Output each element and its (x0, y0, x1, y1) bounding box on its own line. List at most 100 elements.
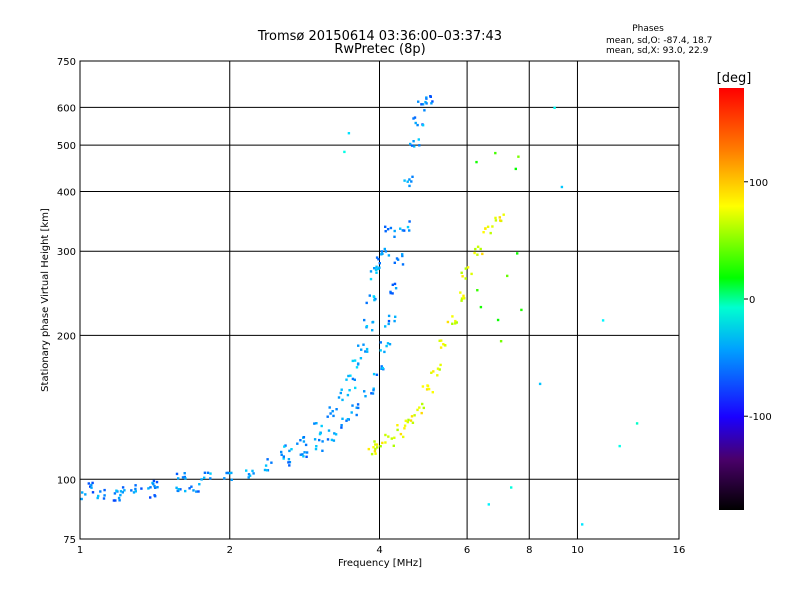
data-point (209, 472, 212, 475)
data-point (114, 499, 117, 502)
data-point (410, 415, 414, 418)
data-point (339, 391, 342, 395)
y-tick-label: 750 (57, 57, 76, 68)
y-tick-label: 100 (57, 475, 76, 486)
data-point (375, 373, 379, 376)
data-point (413, 145, 416, 148)
data-point (473, 251, 476, 255)
data-point (283, 445, 286, 448)
data-point (421, 385, 425, 388)
data-point (406, 180, 409, 183)
data-point (313, 438, 317, 441)
data-point (378, 266, 381, 269)
data-point (401, 229, 404, 232)
data-point (470, 272, 473, 276)
data-point (486, 225, 490, 228)
data-point (373, 450, 377, 453)
data-point (340, 426, 343, 429)
data-point (418, 406, 421, 409)
data-point (225, 471, 228, 475)
data-point (154, 486, 157, 489)
data-point (538, 382, 542, 386)
data-point (387, 322, 390, 326)
data-point (408, 178, 411, 181)
data-point (384, 250, 388, 253)
data-point (264, 464, 268, 467)
chart-title: Tromsø 20150614 03:36:00–03:37:43 (257, 29, 502, 44)
y-tick-label: 75 (63, 535, 76, 546)
data-point (319, 431, 322, 434)
data-point (351, 359, 354, 363)
data-point (154, 495, 157, 498)
data-point (290, 448, 293, 451)
data-point (203, 476, 206, 479)
data-point (81, 491, 84, 494)
data-point (302, 455, 305, 458)
data-point (436, 367, 440, 370)
colorbar-tick-label: -100 (749, 412, 772, 423)
data-point (132, 491, 136, 494)
data-point (192, 489, 195, 492)
data-point (355, 413, 358, 417)
data-point (384, 325, 387, 328)
data-point (451, 315, 454, 318)
x-tick-label: 16 (673, 545, 686, 556)
data-point (402, 435, 405, 439)
data-point (175, 486, 178, 489)
data-points (80, 95, 639, 526)
data-point (334, 433, 338, 436)
data-point (427, 387, 431, 391)
y-tick-label: 200 (57, 331, 76, 342)
data-point (341, 398, 344, 402)
data-point (581, 523, 584, 526)
data-point (251, 469, 254, 473)
data-point (399, 432, 403, 436)
data-point (425, 388, 429, 391)
data-point (481, 252, 484, 256)
data-point (496, 318, 500, 322)
x-tick-label: 10 (571, 545, 584, 556)
data-point (403, 179, 406, 182)
data-point (401, 253, 404, 256)
data-point (401, 254, 404, 258)
data-point (209, 477, 212, 480)
data-point (177, 488, 180, 491)
data-point (357, 362, 360, 365)
data-point (175, 472, 179, 476)
data-point (384, 441, 387, 444)
data-point (364, 350, 367, 353)
data-point (335, 408, 338, 411)
data-point (90, 483, 93, 487)
data-point (461, 275, 464, 278)
data-point (372, 295, 375, 298)
data-point (117, 496, 121, 500)
y-axis-ticks: 75 100 200 300 400 500 600 750 (57, 57, 76, 546)
data-point (373, 440, 376, 443)
data-point (340, 388, 343, 391)
data-point (288, 461, 292, 464)
data-point (365, 347, 369, 351)
data-point (494, 151, 497, 155)
x-tick-label: 6 (464, 545, 470, 556)
data-point (417, 100, 420, 103)
data-point (303, 451, 306, 454)
data-point (348, 389, 351, 392)
data-point (386, 228, 390, 231)
data-point (404, 419, 407, 422)
data-point (296, 442, 299, 445)
data-point (460, 299, 463, 302)
data-point (198, 483, 201, 486)
data-point (412, 140, 415, 143)
data-point (390, 437, 393, 440)
data-point (409, 142, 412, 146)
data-point (412, 117, 415, 120)
data-point (506, 274, 509, 278)
data-point (356, 403, 360, 406)
data-point (460, 297, 464, 300)
data-point (421, 402, 424, 406)
phases-x-line: mean, sd,X: 93.0, 22.9 (606, 46, 709, 56)
data-point (553, 106, 556, 109)
data-point (439, 363, 442, 367)
data-point (460, 271, 463, 274)
